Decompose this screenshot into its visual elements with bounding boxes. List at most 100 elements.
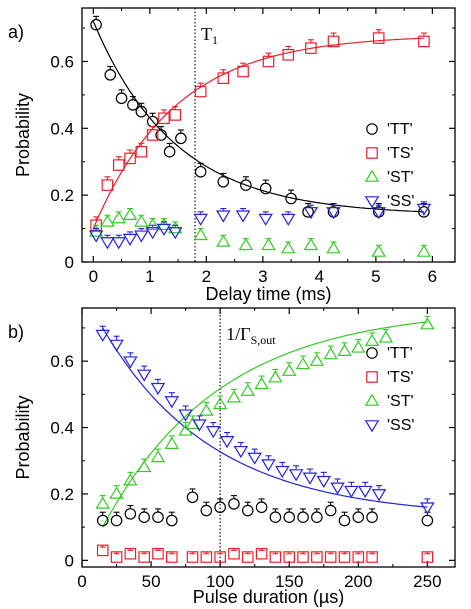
data-point [364,333,380,347]
data-point [217,175,230,188]
data-point [247,452,262,465]
data-point [124,547,137,560]
data-point [338,551,351,563]
data-point [124,152,136,165]
data-point [193,213,208,226]
panel-label: b) [8,322,24,342]
y-tick-label: 0.6 [50,52,74,71]
x-tick-label: 2 [202,267,211,286]
data-point [111,211,126,224]
data-point [357,485,373,498]
data-point [199,403,214,416]
data-point [158,112,170,125]
data-point [109,486,124,499]
data-point [420,317,435,330]
x-tick-label: 4 [315,267,324,286]
data-point [135,145,148,158]
legend-marker [364,393,380,406]
data-point [421,514,434,527]
plot-frame [81,307,456,568]
data-point [136,460,152,473]
data-point [416,203,432,216]
data-point [269,511,282,523]
data-point [235,210,251,223]
data-point [115,92,128,105]
data-point [269,551,282,563]
data-point [254,377,269,390]
reference-annotation: 1/ΓS,out [226,324,276,347]
data-point [311,551,323,563]
legend-marker [364,169,380,182]
data-point [311,511,323,523]
data-point [200,551,213,563]
data-point [371,207,386,220]
data-point [352,511,365,523]
data-point [418,35,430,48]
x-tick-label: 3 [258,267,267,286]
data-point [241,551,254,563]
x-tick-label: 1 [145,267,154,286]
data-point [228,547,240,560]
y-tick-label: 0.4 [50,119,74,138]
data-point [109,339,124,352]
data-point [268,370,283,383]
data-point [216,210,231,223]
data-point [281,363,297,376]
data-point [303,207,319,220]
data-point [165,514,178,527]
data-point [135,105,148,118]
legend-marker [366,147,378,159]
x-tick-label: 150 [275,572,303,591]
data-point [88,230,104,243]
data-point [338,514,351,527]
data-point [302,472,318,485]
data-point [344,485,359,498]
data-point [237,65,249,78]
fit-curve [102,321,428,528]
legend-label: 'ST' [387,169,414,186]
data-point [110,514,123,527]
data-point [258,213,273,226]
legend-label: 'SS' [387,193,414,210]
plot-frame [81,7,456,263]
data-point [326,207,341,220]
data-point [96,544,109,557]
x-tick-label: 100 [206,572,234,591]
legend-marker [366,123,378,135]
data-point [178,423,193,436]
legend-label: 'ST' [387,393,414,410]
fit-curve [92,37,424,229]
data-point [297,551,309,563]
data-point [324,551,337,563]
data-point [138,551,150,563]
annotation-main: T [201,24,212,44]
legend-marker [364,420,380,433]
data-point [112,159,125,171]
data-point [214,551,226,563]
data-point [255,547,268,560]
fit-curve [102,327,428,508]
legend-label: 'SS' [387,417,414,434]
data-point [420,502,435,515]
y-tick-label: 0.4 [50,419,74,438]
data-point [138,511,150,523]
data-point [282,48,295,61]
data-point [216,234,231,247]
x-tick-label: 200 [344,572,372,591]
data-point [100,237,115,250]
data-point [378,330,394,343]
data-point [169,109,182,121]
data-point [186,551,199,563]
data-point [261,459,276,472]
x-tick-label: 250 [413,572,441,591]
data-point [152,547,164,560]
legend-label: 'TT' [387,345,413,362]
data-point [134,214,149,227]
data-point [330,482,345,495]
panel-label: a) [8,22,24,42]
data-point [150,382,166,396]
data-point [421,551,434,563]
data-point [366,551,378,563]
annotation-subscript: 1 [212,33,218,47]
data-point [192,419,207,432]
